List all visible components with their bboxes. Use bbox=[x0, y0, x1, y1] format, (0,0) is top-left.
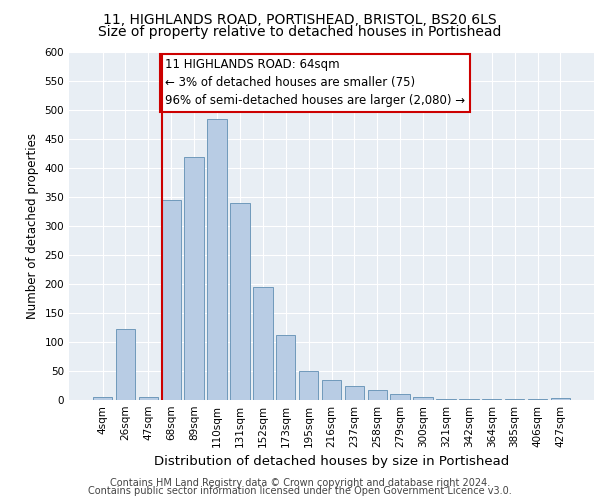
Bar bbox=[299, 371, 319, 400]
Bar bbox=[413, 396, 433, 400]
Text: 11 HIGHLANDS ROAD: 64sqm
← 3% of detached houses are smaller (75)
96% of semi-de: 11 HIGHLANDS ROAD: 64sqm ← 3% of detache… bbox=[165, 58, 465, 108]
Bar bbox=[551, 398, 570, 400]
Bar bbox=[116, 330, 135, 400]
Text: Contains public sector information licensed under the Open Government Licence v3: Contains public sector information licen… bbox=[88, 486, 512, 496]
X-axis label: Distribution of detached houses by size in Portishead: Distribution of detached houses by size … bbox=[154, 456, 509, 468]
Bar bbox=[436, 399, 455, 400]
Bar bbox=[161, 200, 181, 400]
Text: 11, HIGHLANDS ROAD, PORTISHEAD, BRISTOL, BS20 6LS: 11, HIGHLANDS ROAD, PORTISHEAD, BRISTOL,… bbox=[103, 12, 497, 26]
Text: Size of property relative to detached houses in Portishead: Size of property relative to detached ho… bbox=[98, 25, 502, 39]
Bar bbox=[253, 287, 272, 400]
Bar bbox=[230, 203, 250, 400]
Text: Contains HM Land Registry data © Crown copyright and database right 2024.: Contains HM Land Registry data © Crown c… bbox=[110, 478, 490, 488]
Bar bbox=[93, 397, 112, 400]
Bar bbox=[184, 157, 204, 400]
Bar bbox=[459, 399, 479, 400]
Bar bbox=[139, 397, 158, 400]
Bar bbox=[505, 399, 524, 400]
Y-axis label: Number of detached properties: Number of detached properties bbox=[26, 133, 39, 320]
Bar bbox=[391, 394, 410, 400]
Bar bbox=[344, 386, 364, 400]
Bar bbox=[208, 119, 227, 400]
Bar bbox=[276, 335, 295, 400]
Bar bbox=[322, 380, 341, 400]
Bar bbox=[368, 390, 387, 400]
